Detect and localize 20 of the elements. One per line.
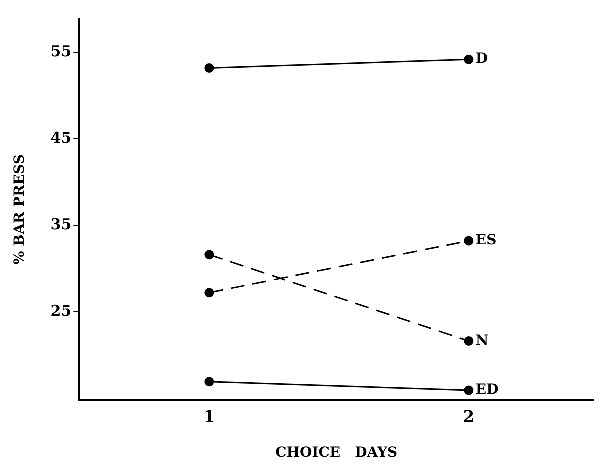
series-label: N (476, 332, 489, 349)
point (464, 236, 474, 246)
x-tick-label: 1 (204, 406, 215, 426)
point (204, 250, 214, 260)
y-tick-label: 25 (50, 302, 72, 320)
point (204, 63, 214, 73)
series-label: ES (476, 232, 497, 249)
y-axis-title: % BAR PRESS (12, 154, 28, 265)
point (204, 377, 214, 387)
y-tick-label: 45 (50, 128, 72, 147)
point (464, 386, 474, 396)
y-tick-label: 35 (50, 215, 72, 234)
point (464, 336, 474, 346)
series-label: ED (476, 382, 499, 398)
point (464, 54, 474, 64)
point (204, 288, 214, 298)
x-tick-label: 2 (463, 406, 475, 426)
series-label: D (476, 51, 488, 68)
y-tick-label: 55 (50, 42, 72, 61)
x-axis-title: CHOICE DAYS (276, 445, 398, 462)
